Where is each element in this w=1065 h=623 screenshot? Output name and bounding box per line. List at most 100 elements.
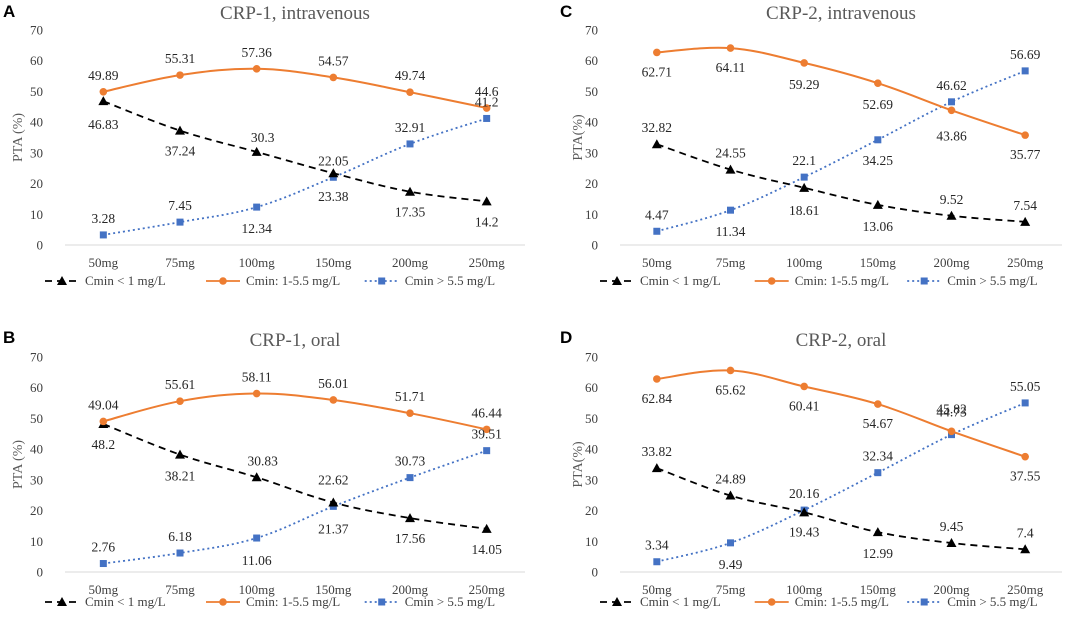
data-label: 54.57 <box>318 53 349 68</box>
data-label: 43.86 <box>936 128 967 143</box>
data-point <box>253 203 261 211</box>
data-point <box>98 96 109 106</box>
data-point <box>251 472 262 482</box>
y-tick-label: 40 <box>30 115 43 130</box>
legend-item-low: Cmin < 1 mg/L <box>600 273 721 288</box>
legend-label: Cmin: 1-5.5 mg/L <box>795 273 889 288</box>
data-point <box>329 73 338 82</box>
y-axis-label: PTA(%) <box>571 441 586 488</box>
series-line <box>656 369 1026 458</box>
data-label: 30.83 <box>247 453 278 468</box>
data-label: 22.1 <box>792 153 816 168</box>
data-label: 21.37 <box>318 521 349 536</box>
x-tick-label: 200mg <box>392 255 429 270</box>
panel-letter: B <box>3 328 15 347</box>
data-label: 6.18 <box>168 529 192 544</box>
data-point <box>1021 452 1029 461</box>
chart-title: CRP-2, oral <box>796 330 887 351</box>
legend-label: Cmin < 1 mg/L <box>85 594 166 609</box>
x-tick-label: 75mg <box>716 582 746 597</box>
data-label: 49.89 <box>88 68 119 83</box>
data-point <box>726 44 735 52</box>
legend-marker <box>378 277 386 285</box>
chart-panel-d: D CRP-2, oral PTA(%) 0 10 20 30 40 50 60 70 50mg 75m… <box>560 328 1062 609</box>
data-label: 34.25 <box>863 153 894 168</box>
data-point <box>329 173 337 181</box>
data-label: 37.55 <box>1010 469 1041 484</box>
y-tick-label: 60 <box>30 53 43 68</box>
data-label: 7.45 <box>168 198 192 213</box>
x-tick-label: 200mg <box>933 255 970 270</box>
data-label: 13.06 <box>863 219 894 234</box>
legend-marker <box>612 597 622 606</box>
legend-marker <box>219 598 227 606</box>
data-point <box>175 449 185 459</box>
legend-item-high: Cmin > 5.5 mg/L <box>364 594 495 609</box>
x-tick-label: 75mg <box>165 255 195 270</box>
y-tick-label: 0 <box>37 238 44 253</box>
y-tick-label: 0 <box>37 565 44 580</box>
legend-marker <box>767 277 776 285</box>
data-label: 2.76 <box>92 540 116 555</box>
data-label: 52.69 <box>863 97 894 112</box>
x-tick-label: 50mg <box>642 582 672 597</box>
data-point <box>948 98 955 106</box>
x-tick-label: 75mg <box>165 582 195 597</box>
y-tick-label: 70 <box>30 23 43 38</box>
data-point <box>946 210 957 220</box>
legend-marker <box>767 598 776 606</box>
series-line <box>103 67 487 109</box>
legend-item-low: Cmin < 1 mg/L <box>600 594 721 609</box>
x-tick-label: 100mg <box>786 255 823 270</box>
data-point <box>874 400 882 408</box>
legend-marker <box>920 598 928 606</box>
data-label: 12.99 <box>863 546 894 561</box>
data-label: 54.67 <box>863 416 894 431</box>
y-axis-label: PTA (%) <box>11 113 26 162</box>
y-tick-label: 30 <box>585 145 598 160</box>
panel-letter: C <box>560 2 572 21</box>
data-label: 22.05 <box>318 153 349 168</box>
data-label: 51.71 <box>395 389 425 404</box>
chart-panel-b: B CRP-1, oral PTA (%) 0 10 20 30 40 50 60 70 50mg 75… <box>3 328 525 609</box>
legend-item-mid: Cmin: 1-5.5 mg/L <box>754 594 889 609</box>
data-point <box>653 48 661 57</box>
y-tick-label: 10 <box>585 534 598 549</box>
panel-letter: D <box>560 328 572 347</box>
legend-item-high: Cmin > 5.5 mg/L <box>907 273 1038 288</box>
data-label: 46.44 <box>471 405 502 420</box>
y-tick-label: 20 <box>585 503 598 518</box>
legend-marker <box>920 277 928 285</box>
data-label: 35.77 <box>1010 147 1041 162</box>
legend-item-mid: Cmin: 1-5.5 mg/L <box>754 273 889 288</box>
data-label: 55.05 <box>1010 379 1041 394</box>
legend-label: Cmin: 1-5.5 mg/L <box>795 594 889 609</box>
data-point <box>406 474 414 482</box>
legend-item-mid: Cmin: 1-5.5 mg/L <box>206 273 340 288</box>
legend-item-low: Cmin < 1 mg/L <box>45 273 166 288</box>
series-line <box>656 70 1026 233</box>
data-label: 46.83 <box>88 117 119 132</box>
y-tick-label: 50 <box>585 411 598 426</box>
data-point <box>800 382 808 391</box>
data-label: 17.56 <box>395 531 426 546</box>
data-label: 32.91 <box>395 120 425 135</box>
data-label: 59.29 <box>789 77 820 92</box>
series-mid <box>99 389 491 434</box>
data-label: 3.28 <box>92 211 116 226</box>
data-point <box>252 65 261 73</box>
data-label: 56.01 <box>318 376 348 391</box>
y-tick-label: 60 <box>30 380 43 395</box>
x-tick-label: 200mg <box>392 582 429 597</box>
data-label: 24.55 <box>715 146 746 161</box>
y-tick-label: 30 <box>30 472 43 487</box>
data-point <box>872 527 883 537</box>
data-label: 9.52 <box>940 192 964 207</box>
y-tick-label: 20 <box>30 503 43 518</box>
y-tick-label: 50 <box>30 84 43 99</box>
data-point <box>251 146 262 156</box>
data-point <box>405 513 415 523</box>
chart-title: CRP-2, intravenous <box>766 3 916 24</box>
y-tick-label: 10 <box>30 207 43 222</box>
data-label: 9.49 <box>719 557 743 572</box>
